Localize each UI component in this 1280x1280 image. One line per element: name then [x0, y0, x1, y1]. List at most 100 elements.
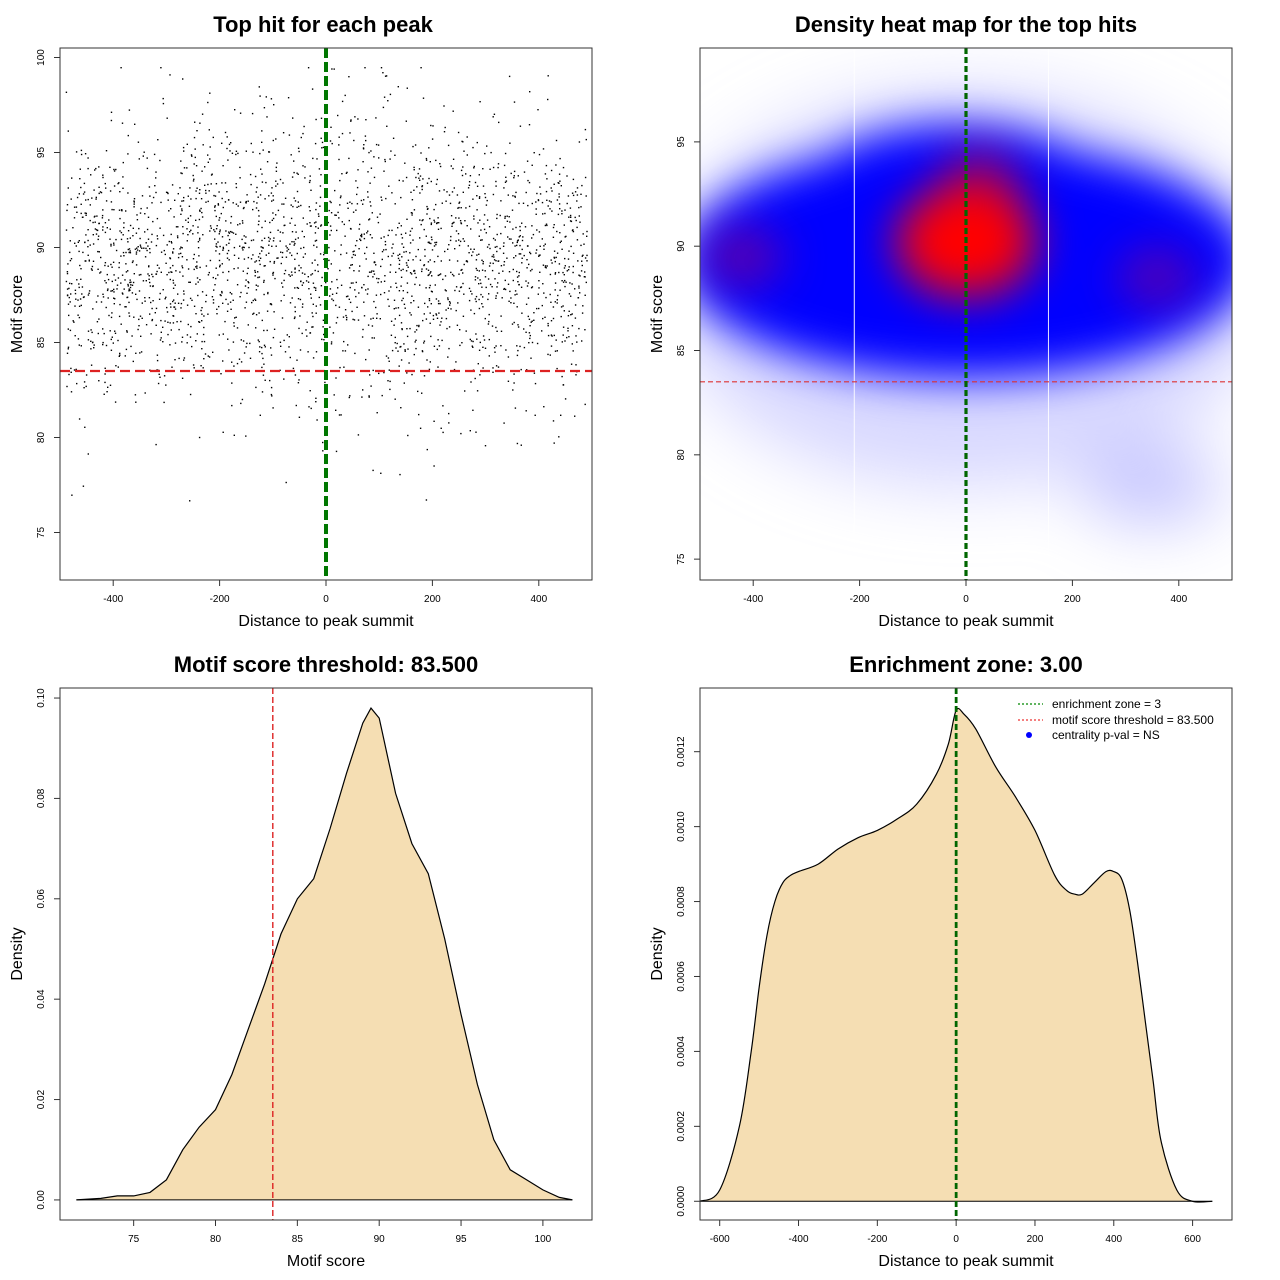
scatter-point [421, 185, 424, 187]
scatter-point [349, 286, 351, 289]
scatter-point [444, 250, 446, 253]
scatter-point [263, 281, 265, 283]
scatter-point [244, 285, 247, 287]
scatter-point [525, 331, 527, 333]
scatter-point [205, 294, 208, 296]
scatter-point [82, 485, 85, 487]
scatter-point [389, 264, 392, 266]
scatter-point [222, 271, 224, 274]
scatter-point [170, 233, 172, 236]
scatter-point [92, 260, 95, 262]
scatter-point [509, 221, 511, 223]
scatter-point [143, 247, 145, 249]
scatter-point [460, 169, 463, 172]
scatter-point [291, 176, 294, 178]
scatter-point [387, 380, 389, 382]
scatter-point [419, 179, 421, 181]
distance-density-line [699, 707, 1213, 1203]
scatter-point [552, 317, 555, 320]
scatter-point [567, 330, 569, 332]
score-x-label: Motif score [287, 1253, 365, 1270]
scatter-point [235, 316, 237, 318]
scatter-point [448, 244, 450, 246]
scatter-point [127, 153, 129, 155]
scatter-point [308, 181, 311, 184]
scatter-point [102, 174, 104, 176]
scatter-point [222, 206, 224, 209]
scatter-point [113, 291, 115, 293]
scatter-point [257, 285, 259, 287]
scatter-point [75, 206, 78, 208]
scatter-point [552, 420, 555, 422]
scatter-point [236, 327, 239, 329]
scatter-point [281, 256, 284, 258]
scatter-point [527, 297, 530, 299]
scatter-point [358, 292, 360, 294]
scatter-point [182, 232, 184, 235]
scatter-point [254, 269, 256, 272]
scatter-point [301, 230, 303, 233]
scatter-point [373, 337, 375, 339]
scatter-point [129, 237, 131, 239]
scatter-point [516, 244, 518, 247]
scatter-point [489, 283, 492, 286]
scatter-point [75, 298, 77, 300]
scatter-point [281, 251, 284, 254]
scatter-point [141, 247, 143, 249]
scatter-point [299, 315, 301, 317]
scatter-point [265, 254, 267, 256]
scatter-point [271, 219, 273, 221]
scatter-point [89, 244, 91, 246]
scatter-point [550, 259, 552, 261]
scatter-point [570, 363, 573, 365]
scatter-point [67, 303, 70, 305]
scatter-point [182, 299, 185, 301]
scatter-point [169, 74, 171, 76]
scatter-point [505, 180, 508, 182]
scatter-point [283, 294, 285, 296]
scatter-point [174, 342, 177, 344]
scatter-point [439, 324, 441, 326]
scatter-point [469, 338, 471, 341]
scatter-point [508, 216, 510, 218]
scatter-point [209, 158, 211, 160]
scatter-point [401, 299, 403, 302]
scatter-point [423, 342, 425, 344]
scatter-point [273, 237, 275, 239]
scatter-point [92, 308, 94, 310]
scatter-point [214, 195, 217, 197]
heatmap-title: Density heat map for the top hits [795, 12, 1137, 37]
scatter-point [491, 269, 494, 272]
scatter-point [449, 239, 452, 242]
scatter-point [525, 303, 528, 305]
scatter-point [258, 220, 260, 222]
scatter-point [395, 271, 397, 273]
scatter-point [390, 334, 393, 336]
scatter-point [252, 299, 254, 302]
scatter-point [309, 390, 311, 392]
scatter-point [124, 355, 126, 357]
scatter-point [220, 212, 222, 215]
scatter-point [75, 151, 78, 153]
scatter-point [560, 414, 562, 416]
scatter-point [556, 199, 559, 201]
scatter-point [570, 245, 572, 248]
scatter-point [256, 186, 258, 189]
scatter-point [296, 190, 299, 193]
scatter-point [242, 270, 244, 272]
scatter-reference-lines [60, 48, 592, 580]
scatter-point [198, 321, 200, 323]
scatter-point [96, 215, 98, 217]
scatter-point [128, 312, 130, 314]
scatter-point [397, 86, 399, 88]
scatter-point [358, 248, 360, 250]
scatter-point [129, 281, 131, 284]
scatter-point [527, 245, 529, 247]
scatter-point [138, 158, 140, 160]
scatter-point [543, 406, 545, 408]
scatter-point [495, 295, 497, 297]
scatter-point [518, 275, 520, 277]
scatter-point [328, 246, 330, 249]
scatter-point [306, 335, 308, 337]
scatter-point [465, 330, 467, 332]
